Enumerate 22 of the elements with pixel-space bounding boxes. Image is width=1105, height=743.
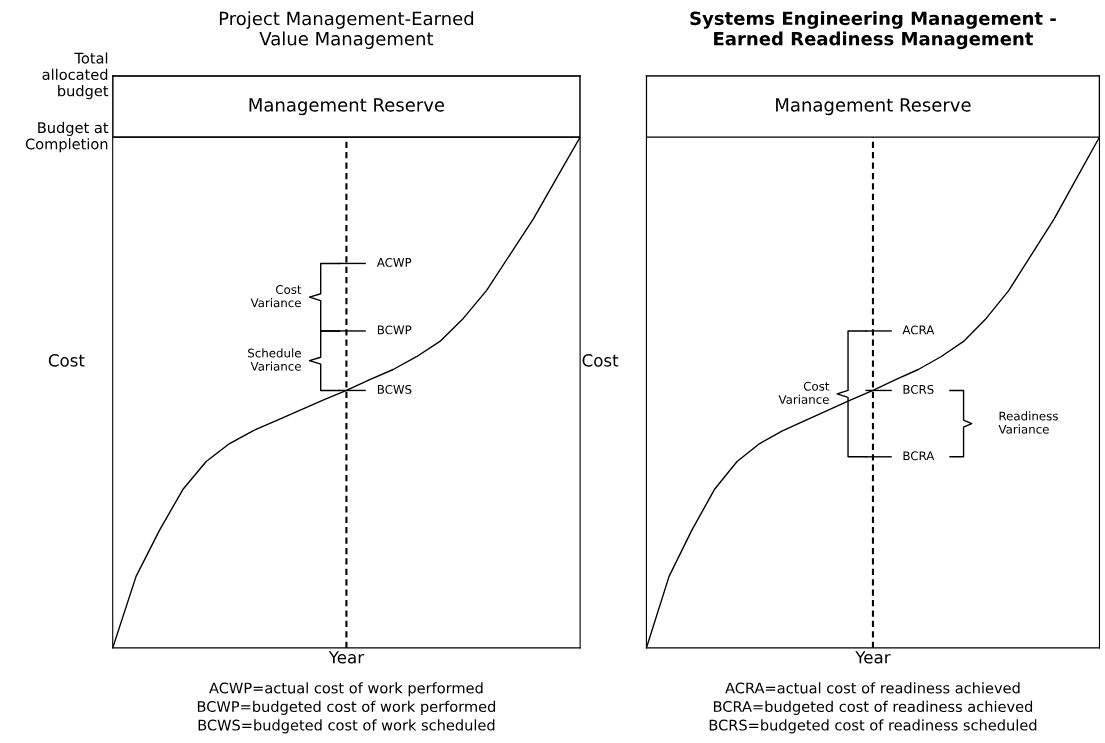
band-label: Management Reserve xyxy=(249,98,445,116)
x-axis-title: Year xyxy=(855,651,891,664)
text: ACRA=actual cost of readiness achieved BCRA=budgeted cost of readiness achieved BCRS=budgeted cost of readiness scheduled xyxy=(709,682,1037,734)
annotation: Cost Variance xyxy=(778,381,830,404)
ref-line-label: Budget at Completion xyxy=(25,121,109,153)
annotation: ACWP xyxy=(376,257,412,267)
text: ACWP=actual cost of work performed BCWP=budgeted cost of work performed BCWS=budgeted cost of work scheduled xyxy=(197,682,496,734)
annotation: Schedule Variance xyxy=(248,348,301,371)
y-axis-title: Cost xyxy=(48,354,85,367)
annotation: Readiness Variance xyxy=(998,411,1058,434)
annotation: BCWP xyxy=(377,325,412,335)
y-axis-title: Cost xyxy=(582,354,619,367)
chart-title: Systems Engineering Management - Earned Readiness Management xyxy=(690,11,1056,50)
annotation: Cost Variance xyxy=(250,285,302,308)
band-label: Management Reserve xyxy=(776,98,971,116)
ref-line-label: Total allocated budget xyxy=(42,52,109,100)
annotation: BCWS xyxy=(377,384,412,394)
chart-title: Project Management-Earned Value Management xyxy=(219,11,474,49)
annotation: ACRA xyxy=(902,325,935,335)
x-axis-title: Year xyxy=(328,651,365,664)
annotation: BCRA xyxy=(903,451,935,461)
annotation: BCRS xyxy=(903,384,934,394)
